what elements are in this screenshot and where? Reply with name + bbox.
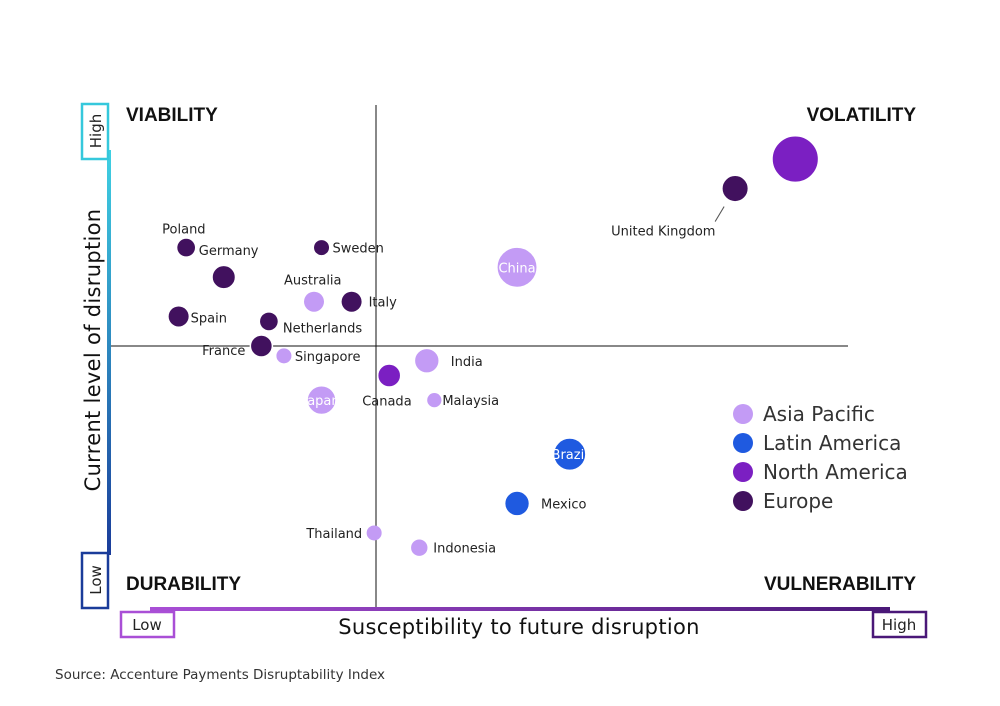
label-indonesia: Indonesia	[433, 542, 496, 557]
label-singapore: Singapore	[295, 350, 361, 365]
legend-label-asia-pacific: Asia Pacific	[763, 402, 875, 426]
label-mexico: Mexico	[541, 497, 586, 512]
label-india: India	[451, 355, 483, 370]
bubble-mexico	[503, 490, 531, 517]
bubble-united-kingdom	[721, 174, 750, 203]
label-germany: Germany	[199, 244, 259, 259]
quadrant-label-bottom-right: VULNERABILITY	[764, 574, 916, 595]
label-australia: Australia	[284, 274, 342, 289]
label-spain: Spain	[191, 311, 227, 326]
label-brazil: Brazil	[552, 448, 588, 463]
bubble-indonesia	[411, 539, 428, 556]
x-axis-low-label: Low	[132, 616, 162, 634]
bubble-spain	[168, 306, 189, 327]
bubble-malaysia	[427, 392, 442, 408]
legend: Asia Pacific Latin America North America Eu…	[733, 402, 908, 513]
bubble-poland	[177, 238, 195, 257]
bubble-usa	[771, 135, 820, 184]
label-thailand: Thailand	[305, 527, 362, 542]
legend-swatch-asia-pacific	[733, 404, 753, 424]
bubble-australia	[304, 291, 324, 312]
label-china: China	[498, 261, 535, 276]
quadrant-label-top-left: VIABILITY	[126, 105, 218, 126]
y-axis-title: Current level of disruption	[81, 209, 105, 492]
legend-swatch-north-america	[733, 462, 753, 482]
leader-line-united-kingdom	[714, 206, 725, 222]
label-canada: Canada	[362, 395, 411, 410]
bubble-france	[249, 334, 274, 358]
legend-swatch-europe	[733, 491, 753, 511]
y-axis-low-label: Low	[87, 565, 105, 595]
label-malaysia: Malaysia	[442, 394, 499, 409]
y-axis-high-box	[80, 102, 110, 161]
legend-swatch-latin-america	[733, 433, 753, 453]
bubble-brazil	[552, 437, 587, 472]
quadrant-label-bottom-left: DURABILITY	[126, 574, 241, 595]
bubble-singapore	[276, 348, 292, 364]
y-axis-low-box	[80, 551, 110, 610]
legend-label-europe: Europe	[763, 489, 833, 513]
bubble-netherlands	[260, 312, 278, 331]
label-usa: USA	[782, 109, 809, 124]
label-japan: Japan	[302, 394, 339, 409]
bubbles-layer: USA United Kingdom China Poland Germany Swede…	[162, 109, 820, 557]
x-axis-bar	[150, 607, 890, 611]
bubble-japan	[306, 384, 337, 416]
quadrant-label-top-right: VOLATILITY	[807, 105, 917, 126]
bubble-india	[413, 347, 440, 374]
source-note: Source: Accenture Payments Disruptabilit…	[55, 667, 386, 683]
x-axis-title: Susceptibility to future disruption	[338, 615, 700, 639]
bubble-sweden	[314, 240, 330, 256]
x-axis-low-box	[119, 610, 176, 639]
bubble-china	[496, 246, 538, 289]
bubble-canada	[376, 363, 402, 388]
x-axis-high-label: High	[882, 616, 916, 634]
label-poland: Poland	[162, 223, 205, 238]
legend-label-latin-america: Latin America	[763, 431, 901, 455]
legend-label-north-america: North America	[763, 460, 908, 484]
bubble-germany	[211, 264, 237, 290]
label-netherlands: Netherlands	[283, 321, 362, 336]
y-axis-high-label: High	[87, 114, 105, 148]
label-united-kingdom: United Kingdom	[611, 225, 715, 240]
bubble-italy	[341, 291, 362, 312]
label-france: France	[202, 344, 245, 359]
x-axis-high-box	[871, 610, 928, 639]
label-sweden: Sweden	[333, 242, 384, 257]
label-italy: Italy	[369, 296, 398, 311]
bubble-thailand	[366, 525, 382, 541]
y-axis-bar	[107, 150, 111, 555]
